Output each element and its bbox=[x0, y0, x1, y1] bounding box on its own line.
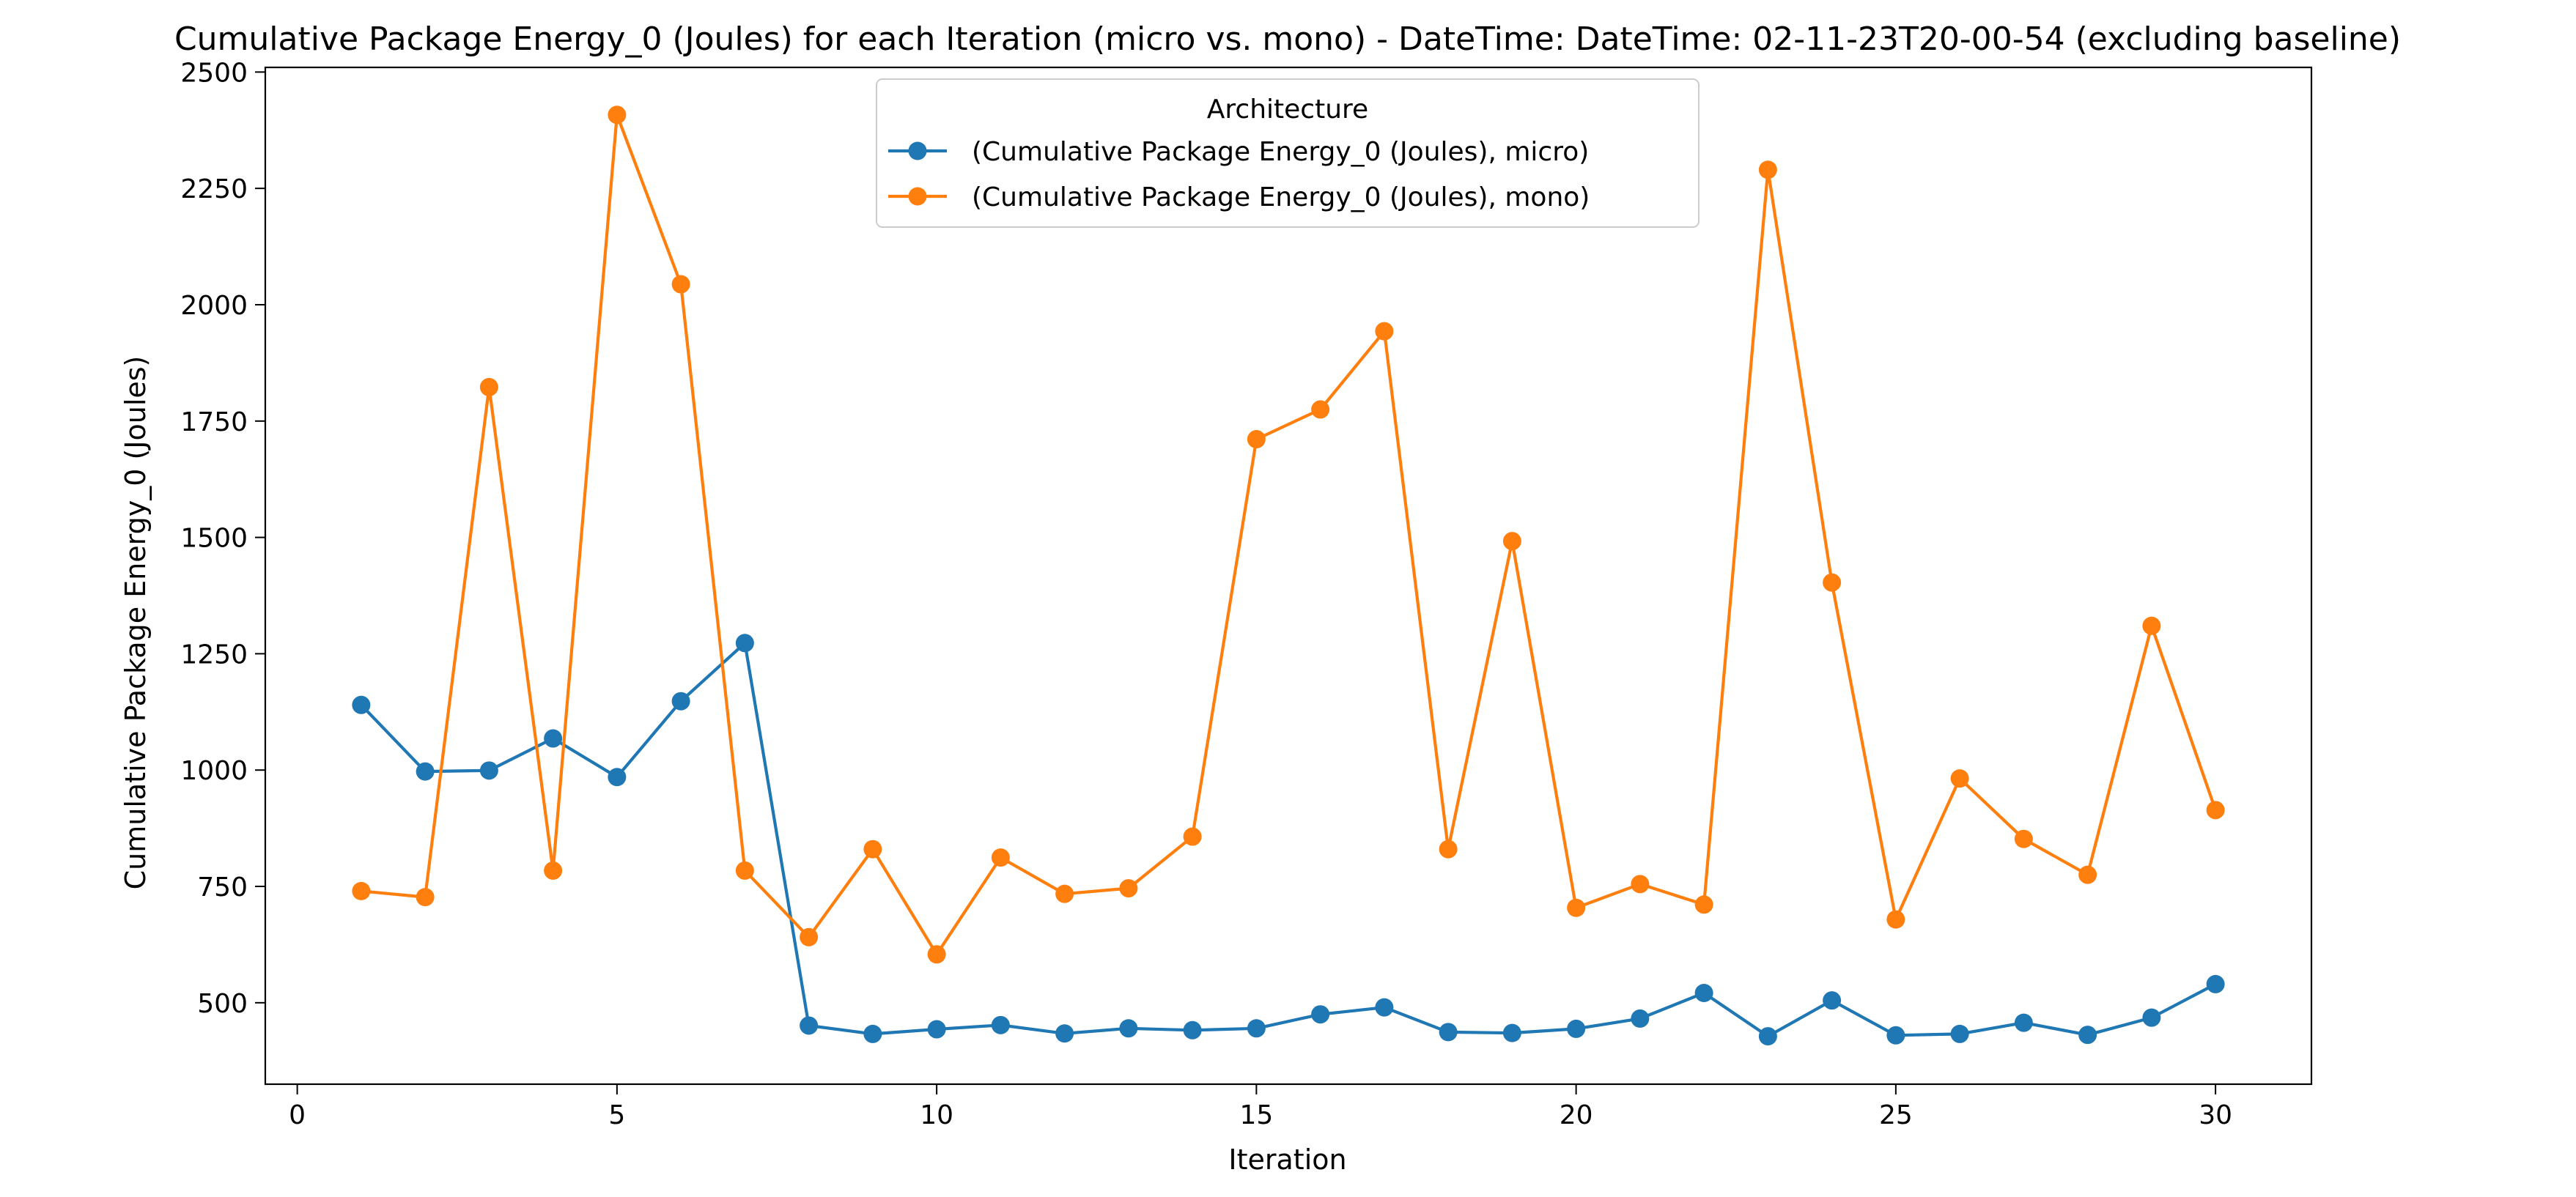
series-0-point bbox=[2206, 974, 2225, 993]
series-1-point bbox=[352, 881, 371, 900]
series-0-point bbox=[544, 729, 563, 748]
series-1-point bbox=[416, 888, 435, 907]
series-1-point bbox=[2206, 801, 2225, 820]
series-0-point bbox=[1055, 1024, 1074, 1043]
series-1-point bbox=[1886, 910, 1905, 929]
series-0-point bbox=[863, 1024, 882, 1043]
series-0-point bbox=[1694, 983, 1713, 1002]
series-line-1 bbox=[359, 113, 2218, 956]
series-1-point bbox=[1694, 895, 1713, 914]
y-tick-label: 2500 bbox=[180, 58, 248, 88]
series-1-point bbox=[800, 927, 819, 946]
y-tick-label: 750 bbox=[197, 872, 248, 903]
series-0-point bbox=[800, 1016, 819, 1035]
series-0-point bbox=[416, 762, 435, 781]
series-1-point bbox=[1247, 430, 1266, 449]
series-0-point bbox=[671, 692, 690, 711]
legend: Architecture (Cumulative Package Energy_… bbox=[876, 78, 1700, 228]
series-1-point bbox=[1502, 532, 1521, 551]
y-tick-label: 1000 bbox=[180, 756, 248, 786]
series-line-0 bbox=[359, 641, 2218, 1038]
legend-marker-1 bbox=[908, 187, 927, 206]
series-0-point bbox=[1311, 1005, 1330, 1024]
y-tick-label: 500 bbox=[197, 989, 248, 1019]
series-0-point bbox=[1950, 1024, 1969, 1043]
series-1-point bbox=[1311, 400, 1330, 419]
series-0-point bbox=[1886, 1026, 1905, 1045]
series-0-point bbox=[608, 768, 627, 787]
series-1-point bbox=[1183, 827, 1202, 846]
x-tick-label: 30 bbox=[2199, 1100, 2232, 1130]
y-axis: 500 750 1000 1250 1500 1750 2000 2250 2500 bbox=[180, 58, 265, 1019]
series-1-point bbox=[1758, 160, 1777, 179]
series-1-point bbox=[1631, 875, 1650, 894]
series-0-point bbox=[479, 761, 498, 780]
series-1-point bbox=[2014, 829, 2033, 848]
series-0-point bbox=[1375, 998, 1394, 1017]
series-1-point bbox=[863, 840, 882, 859]
x-tick-label: 20 bbox=[1560, 1100, 1593, 1130]
y-tick-label: 2250 bbox=[180, 174, 248, 204]
series-0-point bbox=[1567, 1019, 1586, 1038]
x-tick-label: 15 bbox=[1239, 1100, 1273, 1130]
series-0-point bbox=[2142, 1008, 2161, 1027]
series-0-point bbox=[1439, 1023, 1458, 1042]
series-0-point bbox=[991, 1015, 1010, 1034]
series-1-point bbox=[1119, 879, 1138, 898]
series-1-point bbox=[479, 377, 498, 396]
series-0-point bbox=[927, 1020, 946, 1039]
series-0-point bbox=[352, 695, 371, 714]
x-axis-label: Iteration bbox=[1228, 1144, 1346, 1176]
y-axis-label: Cumulative Package Energy_0 (Joules) bbox=[119, 356, 152, 890]
series-1-point bbox=[608, 105, 627, 125]
series-0-point bbox=[1183, 1020, 1202, 1040]
series-0-point bbox=[1823, 991, 1842, 1010]
series-1-point bbox=[2142, 616, 2161, 635]
y-tick-label: 1250 bbox=[180, 640, 248, 670]
legend-box bbox=[876, 78, 1700, 228]
series-1-point bbox=[1950, 769, 1969, 788]
series-0-point bbox=[1247, 1019, 1266, 1038]
legend-marker-0 bbox=[908, 141, 927, 160]
x-tick-label: 10 bbox=[920, 1100, 953, 1130]
series-0-point bbox=[1631, 1009, 1650, 1028]
series-0-point bbox=[2078, 1026, 2097, 1045]
legend-entries: (Cumulative Package Energy_0 (Joules), m… bbox=[888, 137, 1590, 212]
x-tick-label: 5 bbox=[608, 1100, 625, 1130]
chart-title: Cumulative Package Energy_0 (Joules) for… bbox=[174, 21, 2401, 58]
series-0-point bbox=[1119, 1019, 1138, 1038]
y-tick-label: 1750 bbox=[180, 407, 248, 437]
series-1-point bbox=[1375, 322, 1394, 341]
series-1-point bbox=[1823, 573, 1842, 592]
series-0-point bbox=[2014, 1013, 2033, 1032]
series-1-point bbox=[991, 848, 1010, 867]
series-1-point bbox=[2078, 865, 2097, 884]
plot-frame bbox=[264, 66, 2313, 1086]
x-tick-label: 0 bbox=[289, 1100, 306, 1130]
series-0-point bbox=[1758, 1027, 1777, 1046]
series-layer bbox=[352, 105, 2225, 1046]
series-1-point bbox=[671, 275, 690, 294]
series-1-point bbox=[1567, 898, 1586, 917]
series-0-point bbox=[1502, 1023, 1521, 1042]
y-tick-label: 1500 bbox=[180, 524, 248, 554]
legend-title: Architecture bbox=[1207, 94, 1368, 125]
x-tick-label: 25 bbox=[1879, 1100, 1913, 1130]
series-1-point bbox=[1439, 840, 1458, 859]
series-0-point bbox=[735, 634, 754, 653]
legend-label-1: (Cumulative Package Energy_0 (Joules), m… bbox=[972, 182, 1590, 212]
series-1-point bbox=[1055, 884, 1074, 903]
legend-label-0: (Cumulative Package Energy_0 (Joules), m… bbox=[972, 137, 1589, 167]
x-axis: 0 5 10 15 20 25 30 bbox=[289, 1084, 2232, 1130]
series-1-point bbox=[735, 861, 754, 880]
series-1-point bbox=[544, 861, 563, 880]
series-1-point bbox=[927, 945, 946, 964]
y-tick-label: 2000 bbox=[180, 291, 248, 321]
